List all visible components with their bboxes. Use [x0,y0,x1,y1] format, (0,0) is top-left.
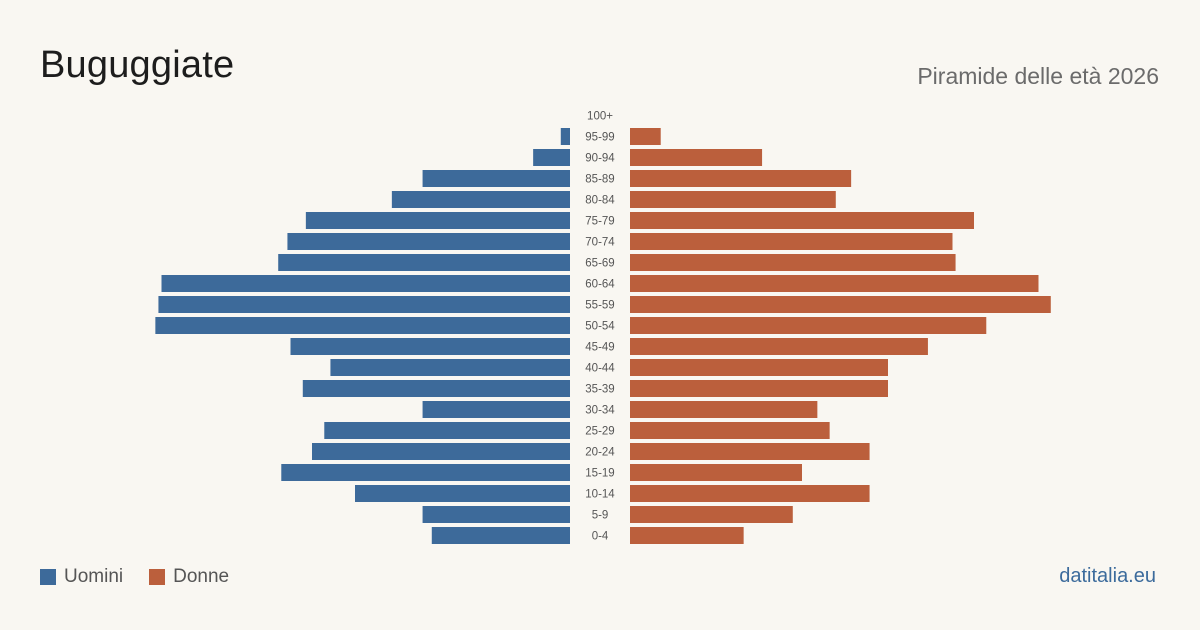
age-label-25-29: 25-29 [585,426,614,438]
bar-men-15-19 [281,464,570,481]
bar-women-0-4 [630,527,744,544]
bar-women-35-39 [630,380,888,397]
legend-swatch-women [149,569,166,585]
bar-women-10-14 [630,485,870,502]
bar-men-85-89 [422,170,570,187]
age-label-30-34: 30-34 [585,405,615,417]
bar-men-20-24 [312,443,570,460]
legend-item-men: Uomini [40,566,123,588]
bar-men-90-94 [533,149,570,166]
bar-women-65-69 [630,254,956,271]
bar-women-75-79 [630,212,974,229]
bar-women-5-9 [630,506,793,523]
age-label-15-19: 15-19 [585,468,614,480]
bar-men-25-29 [324,422,570,439]
bar-women-50-54 [630,317,987,334]
bar-women-40-44 [630,359,888,376]
age-label-0-4: 0-4 [592,531,609,543]
bar-women-25-29 [630,422,830,439]
age-label-35-39: 35-39 [585,384,614,396]
bar-men-45-49 [290,338,570,355]
legend-label-men: Uomini [64,566,124,587]
bar-women-95-99 [630,128,661,145]
age-label-40-44: 40-44 [585,363,615,375]
age-label-50-54: 50-54 [585,321,615,333]
age-label-65-69: 65-69 [585,258,614,270]
bar-men-60-64 [161,275,570,292]
bar-men-65-69 [278,254,570,271]
bar-men-75-79 [305,212,570,229]
bar-men-55-59 [158,296,570,313]
chart-subtitle: Piramide delle età 2026 [917,63,1159,89]
bar-women-70-74 [630,233,953,250]
age-label-55-59: 55-59 [585,300,614,312]
bar-women-20-24 [630,443,870,460]
bar-men-10-14 [355,485,570,502]
age-label-90-94: 90-94 [585,153,615,165]
bar-men-35-39 [302,380,570,397]
bar-women-55-59 [630,296,1051,313]
bar-women-30-34 [630,401,818,418]
age-label-60-64: 60-64 [585,279,615,291]
bar-men-30-34 [422,401,570,418]
brand-link[interactable]: datitalia.eu [1059,565,1156,587]
age-label-85-89: 85-89 [585,174,614,186]
bar-women-80-84 [630,191,836,208]
age-label-70-74: 70-74 [585,237,615,249]
age-label-95-99: 95-99 [585,132,614,144]
bar-men-80-84 [391,191,570,208]
legend-swatch-men [40,569,56,585]
legend-item-women: Donne [149,566,229,588]
bar-women-85-89 [630,170,852,187]
age-label-75-79: 75-79 [585,216,614,228]
bar-men-50-54 [155,317,570,334]
bar-men-40-44 [330,359,570,376]
page-title: Buguggiate [40,44,235,86]
age-label-45-49: 45-49 [585,342,614,354]
bar-women-45-49 [630,338,928,355]
age-label-100plus: 100+ [587,111,613,123]
bar-women-15-19 [630,464,802,481]
bar-men-95-99 [560,128,570,145]
age-label-80-84: 80-84 [585,195,615,207]
age-label-10-14: 10-14 [585,489,615,501]
bar-men-70-74 [287,233,570,250]
bar-men-0-4 [431,527,570,544]
bar-women-60-64 [630,275,1039,292]
age-label-5-9: 5-9 [592,510,609,522]
legend-label-women: Donne [173,566,230,587]
age-label-20-24: 20-24 [585,447,615,459]
chart-legend: Uomini Donne [40,566,255,588]
bar-women-90-94 [630,149,763,166]
bar-men-5-9 [422,506,570,523]
